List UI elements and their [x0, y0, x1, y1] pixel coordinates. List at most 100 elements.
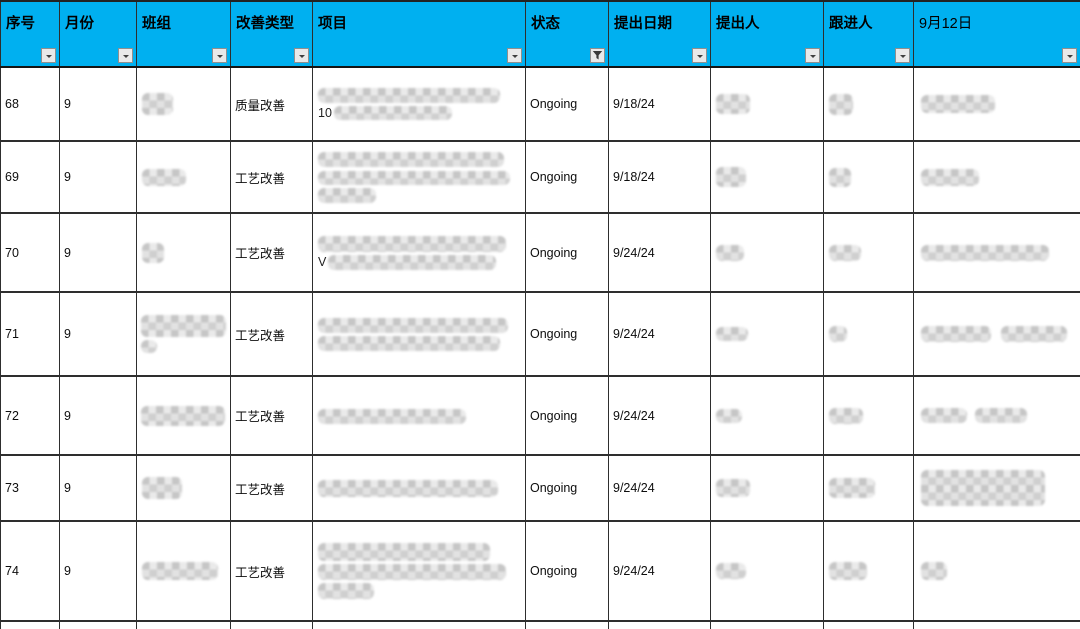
cell-sep12[interactable] [913, 375, 1080, 456]
cell-team[interactable] [136, 291, 231, 377]
redacted-content [716, 327, 748, 342]
cell-sep12[interactable] [913, 291, 1080, 377]
cell-follower[interactable] [823, 454, 914, 522]
cell-status[interactable]: Ongoing [525, 454, 609, 522]
cell-team[interactable] [136, 620, 231, 629]
cell-type[interactable]: 工艺改善 [230, 291, 313, 377]
redacted-content [716, 244, 744, 261]
cell-month[interactable] [59, 620, 137, 629]
cell-status[interactable]: Ongoing [525, 140, 609, 214]
cell-type[interactable] [230, 620, 313, 629]
cell-follower[interactable] [823, 212, 914, 293]
cell-sep12[interactable] [913, 620, 1080, 629]
cell-team[interactable] [136, 375, 231, 456]
cell-project[interactable] [312, 375, 526, 456]
cell-proposer[interactable] [710, 375, 824, 456]
cell-proposer[interactable] [710, 291, 824, 377]
cell-team[interactable] [136, 140, 231, 214]
dropdown-arrow-icon [1066, 54, 1073, 61]
column-label: 改善类型 [236, 16, 294, 32]
cell-status[interactable]: Ongoing [525, 375, 609, 456]
cell-sep12[interactable] [913, 454, 1080, 522]
filter-button-proposer[interactable] [805, 48, 820, 63]
cell-type[interactable]: 工艺改善 [230, 140, 313, 214]
cell-follower[interactable] [823, 620, 914, 629]
filter-button-sep12[interactable] [1062, 48, 1077, 63]
filter-button-month[interactable] [118, 48, 133, 63]
cell-status[interactable]: Ongoing [525, 520, 609, 622]
cell-date[interactable]: 9/18/24 [608, 140, 711, 214]
cell-type[interactable]: 工艺改善 [230, 520, 313, 622]
cell-status[interactable]: Ongoing [525, 66, 609, 142]
cell-project[interactable] [312, 520, 526, 622]
cell-seq[interactable] [0, 620, 60, 629]
cell-proposer[interactable] [710, 454, 824, 522]
cell-seq[interactable]: 69 [0, 140, 60, 214]
cell-seq[interactable]: 68 [0, 66, 60, 142]
cell-date[interactable]: 9/24/24 [608, 375, 711, 456]
cell-team[interactable] [136, 454, 231, 522]
cell-type[interactable]: 工艺改善 [230, 212, 313, 293]
cell-date[interactable]: 9/24/24 [608, 291, 711, 377]
cell-seq[interactable]: 74 [0, 520, 60, 622]
cell-type[interactable]: 工艺改善 [230, 454, 313, 522]
cell-month[interactable]: 9 [59, 454, 137, 522]
cell-follower[interactable] [823, 375, 914, 456]
cell-project[interactable] [312, 140, 526, 214]
filter-button-follower[interactable] [895, 48, 910, 63]
cell-date[interactable]: 9/24/24 [608, 520, 711, 622]
cell-team[interactable] [136, 66, 231, 142]
cell-project[interactable]: 10 [312, 66, 526, 142]
cell-date[interactable] [608, 620, 711, 629]
cell-month[interactable]: 9 [59, 66, 137, 142]
table-row: 74 9 工艺改善 Ongoing 9/24/24 [0, 520, 1080, 622]
cell-date[interactable]: 9/24/24 [608, 454, 711, 522]
cell-follower[interactable] [823, 140, 914, 214]
cell-month[interactable]: 9 [59, 520, 137, 622]
cell-month[interactable]: 9 [59, 375, 137, 456]
cell-status[interactable]: Ongoing [525, 291, 609, 377]
cell-proposer[interactable] [710, 66, 824, 142]
cell-month[interactable]: 9 [59, 291, 137, 377]
filter-button-status[interactable] [590, 48, 605, 63]
filter-button-type[interactable] [294, 48, 309, 63]
cell-status[interactable] [525, 620, 609, 629]
cell-project[interactable] [312, 620, 526, 629]
redacted-content [318, 235, 506, 252]
cell-sep12[interactable] [913, 212, 1080, 293]
cell-proposer[interactable] [710, 140, 824, 214]
cell-sep12[interactable] [913, 140, 1080, 214]
cell-seq[interactable]: 71 [0, 291, 60, 377]
filter-button-seq[interactable] [41, 48, 56, 63]
cell-proposer[interactable] [710, 620, 824, 629]
cell-seq[interactable]: 70 [0, 212, 60, 293]
project-text-fragment: 10 [318, 106, 332, 121]
cell-project[interactable]: V [312, 212, 526, 293]
cell-seq[interactable]: 72 [0, 375, 60, 456]
cell-proposer[interactable] [710, 212, 824, 293]
cell-follower[interactable] [823, 291, 914, 377]
cell-proposer[interactable] [710, 520, 824, 622]
cell-date[interactable]: 9/24/24 [608, 212, 711, 293]
cell-project[interactable] [312, 291, 526, 377]
cell-date[interactable]: 9/18/24 [608, 66, 711, 142]
cell-team[interactable] [136, 212, 231, 293]
cell-month[interactable]: 9 [59, 140, 137, 214]
cell-sep12[interactable] [913, 520, 1080, 622]
filter-button-date[interactable] [692, 48, 707, 63]
cell-type[interactable]: 质量改善 [230, 66, 313, 142]
cell-seq[interactable]: 73 [0, 454, 60, 522]
cell-team[interactable] [136, 520, 231, 622]
filter-button-team[interactable] [212, 48, 227, 63]
redacted-content [142, 242, 164, 263]
cell-project[interactable] [312, 454, 526, 522]
cell-month[interactable]: 9 [59, 212, 137, 293]
cell-status[interactable]: Ongoing [525, 212, 609, 293]
redacted-content [141, 315, 226, 338]
cell-follower[interactable] [823, 520, 914, 622]
cell-type[interactable]: 工艺改善 [230, 375, 313, 456]
cell-sep12[interactable] [913, 66, 1080, 142]
filter-button-project[interactable] [507, 48, 522, 63]
cell-follower[interactable] [823, 66, 914, 142]
